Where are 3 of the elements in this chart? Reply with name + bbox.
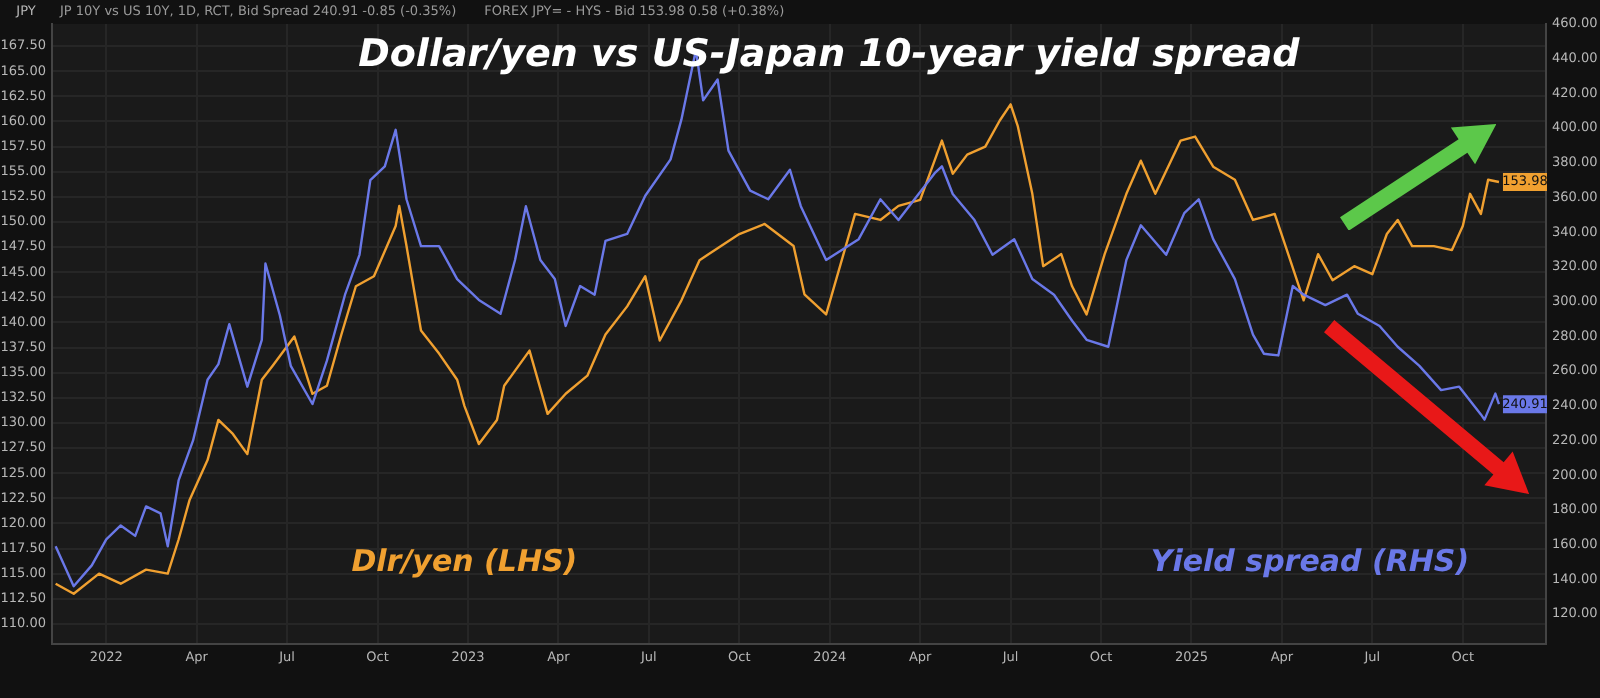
text: Yield spread (RHS)	[1150, 543, 1470, 580]
text: Dlr/yen (LHS)	[351, 543, 578, 580]
chart-title: Dollar/yen vs US-Japan 10-year yield spread	[358, 31, 1301, 76]
